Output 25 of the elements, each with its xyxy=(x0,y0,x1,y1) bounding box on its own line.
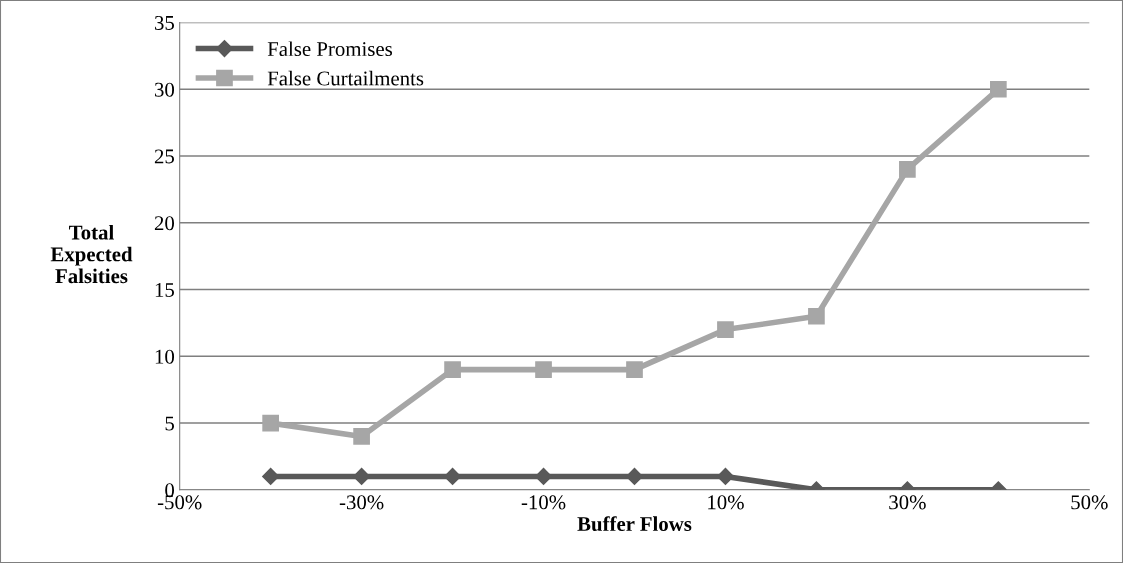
point xyxy=(899,161,916,178)
point xyxy=(626,361,643,378)
y-tick-label: 20 xyxy=(154,216,175,231)
x-axis-title: Buffer Flows xyxy=(577,516,692,532)
y-tick-label: 10 xyxy=(155,349,175,364)
legend-label: False Curtailments xyxy=(267,70,424,86)
y-tick-label: 25 xyxy=(154,149,175,164)
point xyxy=(535,361,552,378)
legend-label: False Promises xyxy=(267,41,393,57)
y-tick-label: 35 xyxy=(154,15,175,30)
x-tick-label: 50% xyxy=(1071,495,1108,510)
x-tick-label: 10% xyxy=(708,495,744,510)
y-tick-label: 30 xyxy=(154,82,175,97)
x-tick-label: -10% xyxy=(521,495,566,510)
point xyxy=(808,307,825,325)
y-tick-label: 15 xyxy=(155,283,175,297)
y-tick-label: 5 xyxy=(165,416,175,431)
point xyxy=(717,321,734,338)
point xyxy=(353,428,370,445)
point xyxy=(990,80,1007,98)
x-tick-label: 30% xyxy=(889,495,926,510)
point xyxy=(262,414,279,432)
y-axis-title: Total Expected Falsities xyxy=(50,224,133,284)
point xyxy=(444,361,461,378)
x-tick-label: -30% xyxy=(339,495,384,510)
